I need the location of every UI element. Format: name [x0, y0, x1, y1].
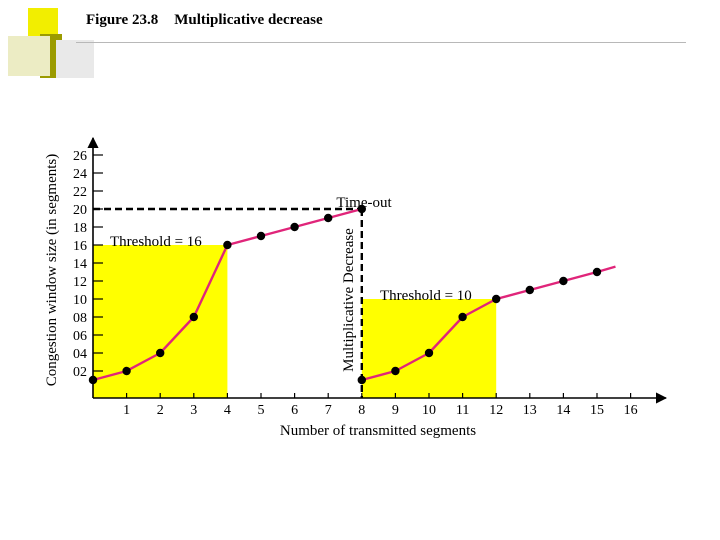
y-tick-label: 22	[73, 185, 87, 200]
threshold-16-label: Threshold = 16	[110, 234, 202, 250]
y-tick-label: 20	[73, 203, 87, 218]
x-tick-label: 1	[123, 403, 130, 418]
data-point	[324, 213, 333, 223]
corner-square-light	[56, 40, 94, 78]
data-point	[592, 267, 602, 277]
x-tick-label: 13	[523, 403, 537, 418]
y-tick-marks: 02 04 06 08 10 12 14 16 18 20 22 24 26	[73, 149, 103, 380]
threshold-10-label: Threshold = 10	[380, 288, 472, 304]
data-point	[189, 312, 198, 322]
series-points	[88, 204, 602, 385]
data-point	[357, 204, 366, 214]
data-point	[559, 276, 568, 286]
data-point	[122, 366, 131, 376]
data-point	[458, 312, 467, 322]
x-tick-label: 16	[624, 403, 638, 418]
y-tick-label: 04	[73, 347, 87, 362]
y-tick-label: 02	[73, 365, 87, 380]
x-tick-marks: 1 2 3 4 5 6 7 8 9 10 11 12 13 14 15 16	[123, 393, 638, 418]
data-point	[391, 366, 400, 376]
timeout-guides	[93, 207, 363, 398]
data-point	[156, 348, 165, 358]
annotations: Number of transmitted segments Congestio…	[44, 154, 476, 439]
data-point	[492, 294, 501, 304]
figure-label: Figure 23.8	[86, 12, 159, 28]
threshold-region-2	[361, 299, 497, 398]
data-point	[357, 375, 366, 385]
x-tick-label: 6	[291, 403, 298, 418]
axes	[87, 136, 668, 404]
data-point	[525, 285, 534, 295]
figure-title: Multiplicative decrease	[174, 12, 323, 28]
x-tick-label: 11	[456, 403, 469, 418]
corner-square-yellow	[28, 8, 58, 38]
x-tick-label: 10	[422, 403, 436, 418]
data-point	[88, 375, 98, 385]
y-tick-label: 24	[73, 167, 87, 182]
y-tick-label: 06	[73, 329, 87, 344]
x-tick-label: 8	[358, 403, 365, 418]
y-tick-label: 18	[73, 221, 87, 236]
y-tick-label: 08	[73, 311, 87, 326]
multiplicative-decrease-label: Multiplicative Decrease	[341, 228, 357, 372]
x-tick-label: 12	[489, 403, 503, 418]
y-tick-label: 16	[73, 239, 87, 254]
data-point	[256, 231, 266, 241]
data-point	[424, 348, 434, 358]
timeout-label: Time-out	[336, 195, 392, 211]
x-tick-label: 3	[190, 403, 197, 418]
y-tick-label: 26	[73, 149, 87, 164]
x-tick-label: 9	[392, 403, 399, 418]
y-tick-label: 10	[73, 293, 87, 308]
x-tick-label: 7	[325, 403, 332, 418]
title-divider	[76, 42, 686, 43]
threshold-region-1	[93, 245, 228, 398]
y-tick-label: 12	[73, 275, 87, 290]
data-point	[223, 240, 232, 250]
x-tick-label: 5	[258, 403, 265, 418]
y-tick-label: 14	[73, 257, 87, 272]
corner-square-pale	[8, 36, 50, 76]
x-tick-label: 14	[556, 403, 570, 418]
slide-title: Figure 23.8 Multiplicative decrease	[86, 12, 323, 29]
x-axis-label: Number of transmitted segments	[280, 423, 476, 439]
x-tick-label: 15	[590, 403, 604, 418]
x-tick-label: 2	[157, 403, 164, 418]
data-point	[290, 222, 299, 232]
x-tick-label: 4	[224, 403, 231, 418]
threshold-regions	[93, 245, 497, 398]
y-axis-label: Congestion window size (in segments)	[44, 154, 60, 386]
